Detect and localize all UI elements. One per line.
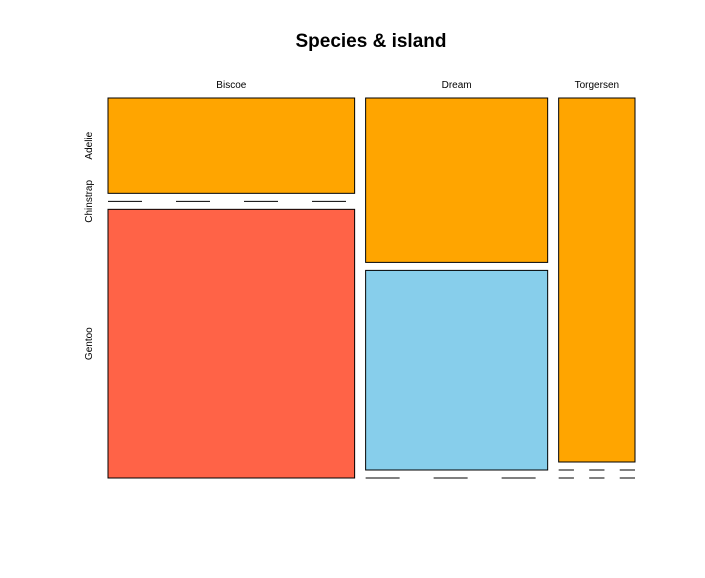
mosaic-tiles (107, 97, 636, 479)
y-label-gentoo: Gentoo (84, 327, 95, 360)
y-label-chinstrap: Chinstrap (84, 180, 95, 223)
x-label-dream: Dream (442, 80, 472, 91)
chart-title: Species & island (295, 31, 446, 52)
tile-dream-chinstrap (365, 269, 549, 471)
tile-torgersen-adelie (558, 97, 636, 463)
tile-biscoe-gentoo (107, 208, 356, 479)
x-axis-labels: Biscoe Dream Torgersen (216, 80, 619, 91)
x-label-torgersen: Torgersen (575, 80, 619, 91)
y-label-adelie: Adelie (84, 131, 95, 159)
tile-dream-adelie (365, 97, 549, 263)
tile-biscoe-adelie (107, 97, 356, 194)
y-axis-labels: Adelie Chinstrap Gentoo (84, 131, 95, 360)
x-label-biscoe: Biscoe (216, 80, 246, 91)
